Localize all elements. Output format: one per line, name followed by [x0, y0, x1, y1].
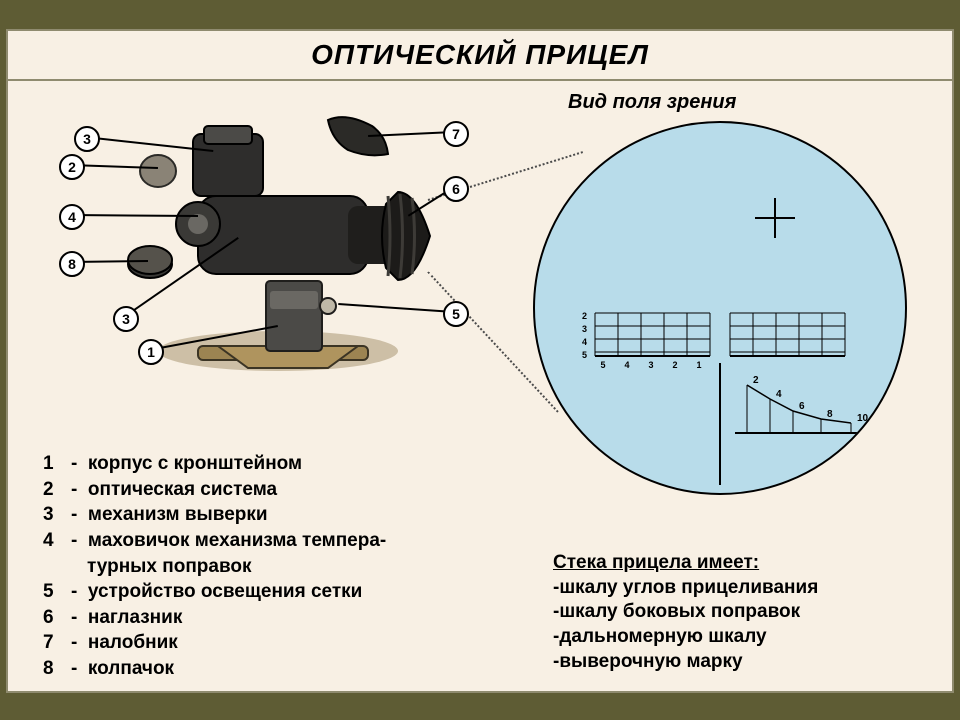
legend-row: 7- налобник	[43, 630, 386, 656]
callout-badge: 3	[113, 306, 139, 332]
reticle-legend-header: Стека прицела имеет:	[553, 551, 818, 576]
callout-badge: 3	[74, 126, 100, 152]
reticle-legend-item: -шкалу боковых поправок	[553, 600, 818, 625]
legend-row: 1- корпус с кронштейном	[43, 451, 386, 477]
svg-text:2: 2	[753, 375, 759, 386]
legend-row: 8- колпачок	[43, 656, 386, 682]
page-title: ОПТИЧЕСКИЙ ПРИЦЕЛ	[8, 31, 952, 81]
callout-badge: 2	[59, 154, 85, 180]
content-area: Вид поля зрения	[8, 81, 952, 691]
callout-badge: 7	[443, 121, 469, 147]
panel: ОПТИЧЕСКИЙ ПРИЦЕЛ Вид поля зрения	[6, 29, 954, 693]
legend-row: 3- механизм выверки	[43, 502, 386, 528]
reticle-legend-item: -дальномерную шкалу	[553, 625, 818, 650]
svg-text:3: 3	[582, 324, 587, 334]
reticle-legend: Стека прицела имеет: -шкалу углов прицел…	[553, 551, 818, 674]
svg-text:4: 4	[776, 389, 782, 400]
svg-text:4: 4	[582, 337, 587, 347]
svg-text:4: 4	[624, 360, 629, 370]
callout-badge: 8	[59, 251, 85, 277]
callout-badge: 5	[443, 301, 469, 327]
callout-badge: 4	[59, 204, 85, 230]
svg-text:2: 2	[672, 360, 677, 370]
reticle-legend-item: -шкалу углов прицеливания	[553, 576, 818, 601]
reticle-legend-item: -выверочную марку	[553, 650, 818, 675]
svg-text:10: 10	[857, 413, 869, 424]
svg-text:2: 2	[582, 311, 587, 321]
fov-title: Вид поля зрения	[568, 91, 736, 114]
legend-row: 4- маховичок механизма темпера-	[43, 528, 386, 554]
svg-text:5: 5	[600, 360, 605, 370]
callout-badge: 6	[443, 176, 469, 202]
parts-legend: 1- корпус с кронштейном2- оптическая сис…	[43, 451, 386, 682]
svg-text:3: 3	[648, 360, 653, 370]
svg-text:1: 1	[696, 360, 701, 370]
legend-row: 6- наглазник	[43, 605, 386, 631]
legend-row-cont: турных поправок	[43, 554, 386, 580]
fov-reticle: 2 3 4 5 5 4 3 2 1 2 4 6 8 10	[533, 121, 907, 495]
legend-row: 2- оптическая система	[43, 477, 386, 503]
svg-text:8: 8	[827, 409, 833, 420]
svg-text:6: 6	[799, 401, 805, 412]
svg-text:5: 5	[582, 350, 587, 360]
legend-row: 5- устройство освещения сетки	[43, 579, 386, 605]
callout-badge: 1	[138, 339, 164, 365]
